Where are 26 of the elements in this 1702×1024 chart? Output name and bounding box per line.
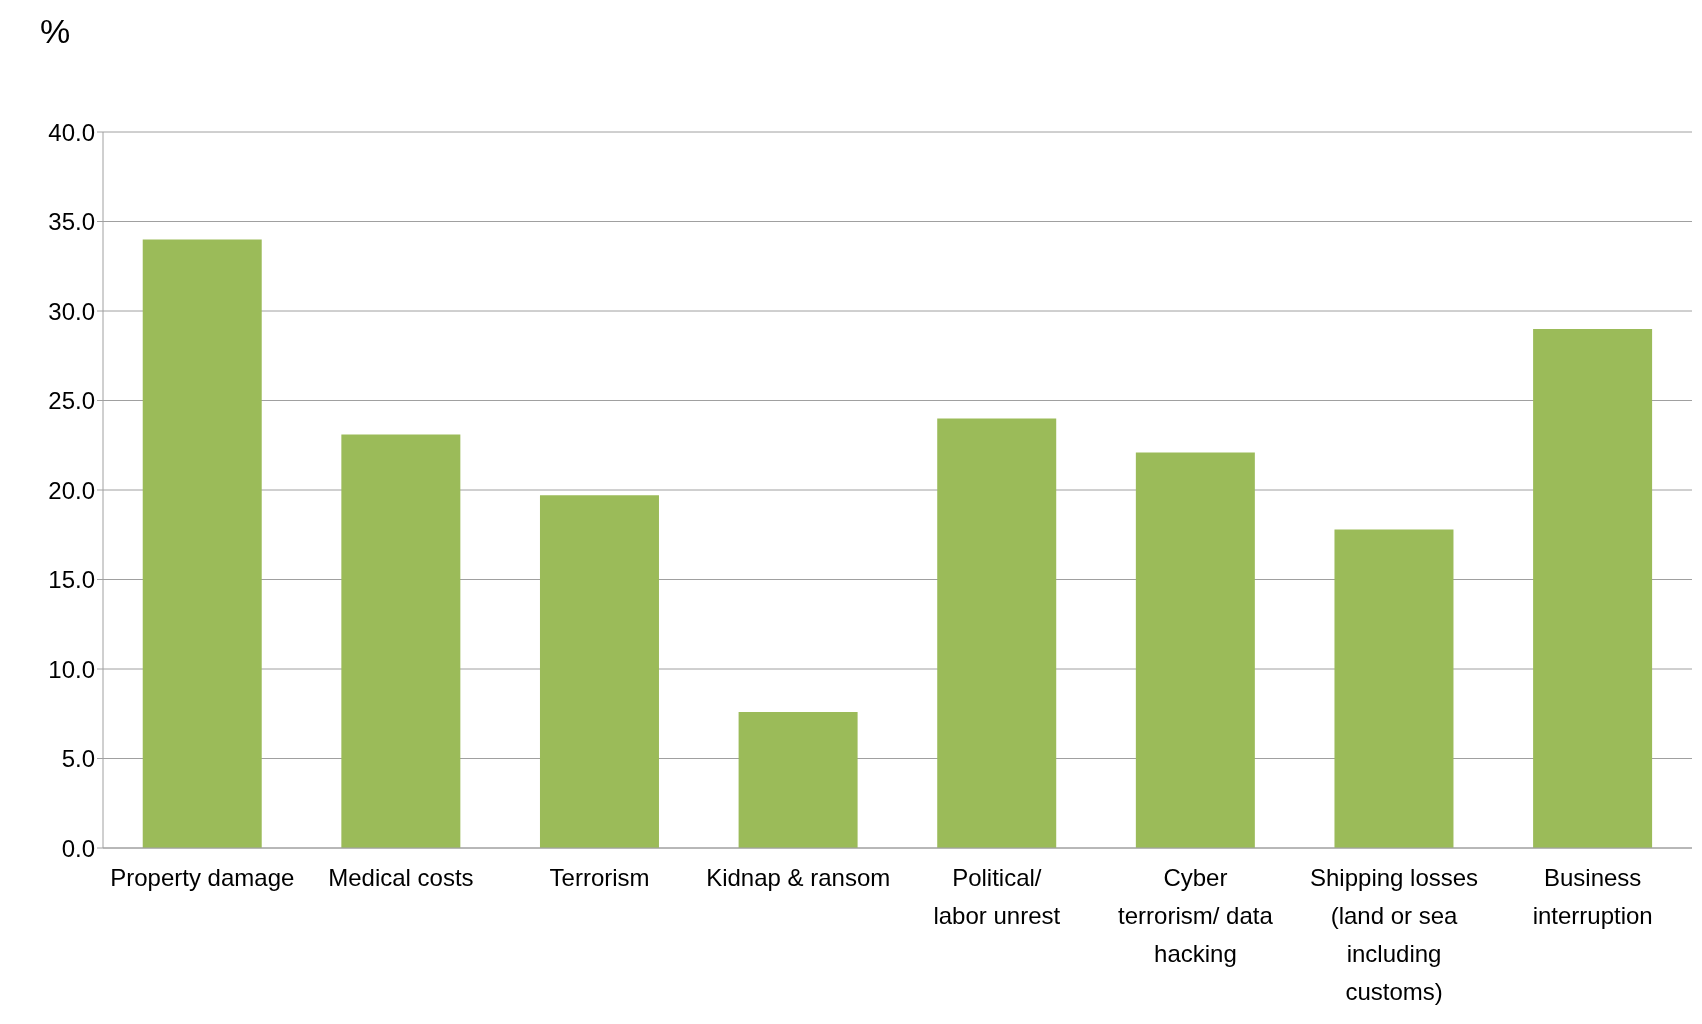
y-tick-label: 25.0 xyxy=(48,387,95,415)
x-tick-label: Kidnap & ransom xyxy=(706,864,891,891)
y-tick-label: 35.0 xyxy=(48,208,95,236)
x-tick-label: Political/ labor unrest xyxy=(933,864,1061,929)
y-tick-label: 0.0 xyxy=(61,834,95,862)
bar xyxy=(341,434,461,848)
y-tick-label: 20.0 xyxy=(48,476,95,504)
x-tick-label: Shipping losses (land or sea including customs) xyxy=(1310,864,1479,1005)
x-tick-label: Medical costs xyxy=(328,864,474,891)
x-tick-label: Cyber terrorism/ data hacking xyxy=(1118,864,1274,967)
bar xyxy=(738,711,858,848)
bar xyxy=(937,418,1057,848)
y-axis-title: % xyxy=(40,12,71,51)
bar xyxy=(539,495,659,848)
y-tick-label: 5.0 xyxy=(61,745,95,773)
bar xyxy=(1135,452,1255,848)
x-tick-label: Business interruption xyxy=(1532,864,1653,929)
y-tick-label: 15.0 xyxy=(48,566,95,594)
y-tick-label: 40.0 xyxy=(48,118,95,146)
y-tick-label: 10.0 xyxy=(48,655,95,683)
bar xyxy=(1334,529,1454,848)
bar xyxy=(1533,328,1653,848)
y-tick-label: 30.0 xyxy=(48,297,95,325)
bar xyxy=(142,239,262,848)
x-tick-label: Terrorism xyxy=(549,864,650,891)
x-tick-label: Property damage xyxy=(110,864,295,891)
